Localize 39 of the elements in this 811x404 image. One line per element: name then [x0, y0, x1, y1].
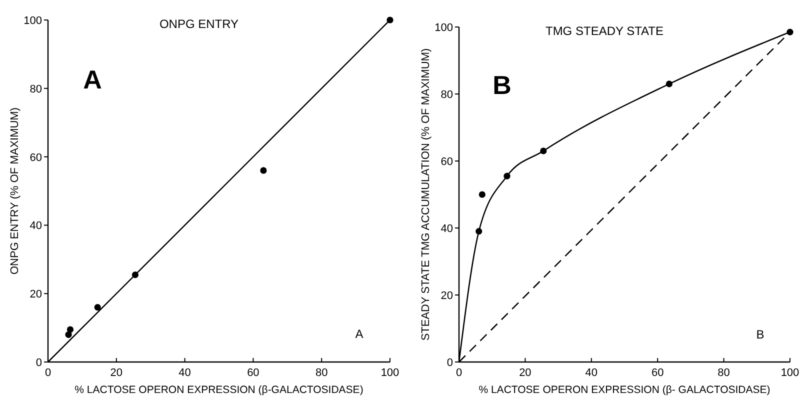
x-tick-label: 0	[44, 367, 52, 379]
y-axis-title: ONPG ENTRY (% OF MAXIMUM)	[9, 107, 21, 275]
annotation: B	[492, 70, 512, 100]
x-tick-label: 40	[178, 367, 191, 379]
chart-title: TMG STEADY STATE	[545, 24, 664, 38]
y-tick-label: 0	[36, 357, 42, 369]
y-tick-label: 40	[30, 220, 42, 232]
x-tick-label: 100	[780, 367, 800, 379]
annotation: A	[355, 327, 364, 342]
y-tick-label: 20	[30, 288, 42, 301]
y-tick-label: 0	[446, 357, 453, 369]
y-tick-label: 60	[440, 156, 453, 168]
point	[94, 304, 101, 311]
x-axis-title: % LACTOSE OPERON EXPRESSION (β-GALACTOSIDASE)	[74, 384, 364, 396]
x-tick-label: 60	[247, 367, 260, 379]
chart-title: ONPG ENTRY	[159, 17, 239, 31]
point	[260, 167, 267, 174]
annotation: A	[83, 64, 102, 94]
annotation: B	[756, 328, 764, 342]
x-tick-label: 40	[585, 367, 598, 379]
x-tick-label: 100	[380, 367, 400, 379]
x-axis-title: % LACTOSE OPERON EXPRESSION (β- GALACTOSIDASE)	[478, 384, 770, 396]
y-tick-label: 100	[434, 22, 453, 34]
x-tick-label: 20	[519, 367, 532, 379]
y-tick-label: 80	[440, 89, 453, 101]
y-axis-title: STEADY STATE TMG ACCUMULATION (% OF MAXIMUM)	[420, 48, 432, 341]
y-tick-label: 100	[24, 15, 42, 27]
x-tick-label: 0	[456, 367, 462, 379]
y-tick-label: 40	[440, 223, 453, 235]
point	[478, 191, 486, 198]
x-tick-label: 20	[110, 367, 123, 379]
point	[66, 326, 74, 333]
x-tick-label: 80	[718, 367, 730, 379]
y-tick-label: 60	[30, 152, 42, 164]
y-tick-label: 80	[30, 83, 42, 96]
x-tick-label: 60	[651, 367, 664, 379]
x-tick-label: 80	[315, 367, 328, 379]
y-tick-label: 20	[440, 290, 453, 302]
point	[65, 331, 72, 338]
